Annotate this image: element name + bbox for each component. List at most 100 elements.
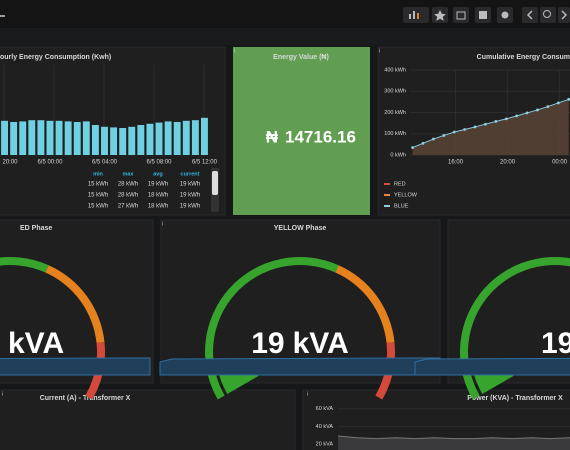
icon	[434, 10, 446, 21]
info-icon[interactable]: i	[162, 221, 163, 227]
value: 19	[541, 327, 570, 360]
point	[452, 130, 456, 134]
y-tick-label: 60 kVA	[316, 406, 334, 412]
point	[494, 120, 498, 123]
bar	[173, 122, 181, 155]
value: 19	[251, 327, 284, 360]
y-tick-label: 20 kVA	[316, 441, 334, 447]
point	[442, 134, 446, 137]
bar	[128, 126, 136, 155]
point	[546, 105, 550, 108]
area	[338, 435, 570, 450]
scroll-thumb[interactable]	[212, 171, 218, 195]
gauge-value: 19 kVA	[251, 327, 349, 360]
x-tick-label: 00:00	[552, 160, 568, 166]
point	[515, 114, 519, 118]
threshold-band	[335, 265, 395, 343]
info-icon[interactable]: i	[2, 391, 3, 397]
legend-label: BLUE	[394, 203, 409, 209]
icon	[413, 11, 415, 19]
point	[432, 137, 435, 141]
bar	[64, 121, 72, 155]
y-tick-label: 400 kWh	[384, 67, 406, 73]
bar	[182, 120, 190, 155]
header-band	[0, 28, 570, 45]
point	[567, 97, 570, 101]
x-tick-label: 6/5 12:00	[192, 160, 218, 166]
bar	[164, 121, 172, 155]
legend-cell: 15 kWh	[88, 182, 108, 188]
bar	[37, 120, 45, 155]
x-tick-label: 6/5 00:00	[37, 160, 63, 166]
x-tick-label: 6/5 04:00	[92, 160, 118, 166]
bar	[110, 127, 118, 155]
icon	[409, 14, 411, 19]
forward-button[interactable]	[558, 7, 570, 23]
panel	[0, 389, 296, 450]
legend-header: avg	[153, 171, 162, 177]
y-tick-label: 300 kWh	[384, 89, 406, 95]
legend-cell: 19 kWh	[180, 182, 200, 188]
threshold-band	[205, 257, 339, 400]
threshold-band	[45, 265, 105, 343]
icon	[561, 10, 568, 20]
legend-cell: 19 kWh	[148, 182, 168, 188]
share-button[interactable]	[453, 7, 469, 23]
toolbar-icons	[403, 7, 570, 23]
icon	[417, 13, 419, 19]
legend-header: current	[181, 171, 200, 177]
legend-label: YELLOW	[394, 192, 418, 198]
gauge-value: kVA	[8, 327, 64, 360]
y-tick-label: 0 kWh	[390, 152, 406, 158]
unit: kVA	[293, 327, 349, 360]
sparkline	[0, 357, 151, 376]
bar	[91, 125, 99, 155]
legend-header: min	[93, 171, 103, 177]
panel-title: Power (KVA) - Transformer X	[467, 395, 563, 402]
bar	[46, 120, 54, 155]
panel-title: Current (A) - Transformer X	[40, 395, 131, 402]
bar	[19, 121, 27, 155]
info-icon[interactable]: i	[379, 48, 380, 54]
point	[463, 128, 467, 131]
panel	[447, 219, 570, 384]
point	[536, 108, 539, 112]
panel-title: ED Phase	[20, 225, 52, 232]
info-icon[interactable]: i	[234, 48, 235, 54]
back-button[interactable]	[522, 7, 538, 23]
point	[525, 111, 529, 115]
panel-title: Energy Value (₦)	[273, 54, 329, 61]
x-tick-label: 6/5 08:00	[147, 160, 173, 166]
legend-cell: 28 kWh	[118, 193, 138, 199]
legend-cell: 18 kWh	[148, 193, 168, 199]
icon	[501, 11, 509, 19]
energy-value: 14716.16	[285, 127, 356, 146]
bar	[1, 120, 8, 155]
legend-cell: 18 kWh	[148, 204, 168, 210]
legend-cell: 28 kWh	[118, 182, 138, 188]
x-tick-label: 16:00	[448, 160, 464, 166]
icon	[479, 11, 487, 19]
threshold-band	[460, 256, 570, 400]
point	[473, 125, 477, 129]
line	[337, 435, 570, 440]
bar	[119, 128, 127, 155]
icon	[543, 10, 551, 18]
panel	[0, 219, 154, 384]
legend-cell: 15 kWh	[88, 193, 108, 199]
point	[411, 146, 415, 149]
point	[421, 141, 425, 145]
legend-cell: 19 kWh	[180, 204, 200, 210]
graph-button[interactable]	[403, 7, 429, 23]
bar	[146, 123, 154, 155]
line	[412, 98, 569, 149]
bar	[55, 120, 63, 155]
info-icon[interactable]: i	[307, 391, 308, 397]
panel-title: YELLOW Phase	[274, 225, 327, 232]
threshold-band	[0, 256, 49, 273]
zoom-button[interactable]	[540, 7, 556, 23]
bar	[191, 120, 199, 155]
panel-title: Cumulative Energy Consum	[477, 54, 570, 61]
